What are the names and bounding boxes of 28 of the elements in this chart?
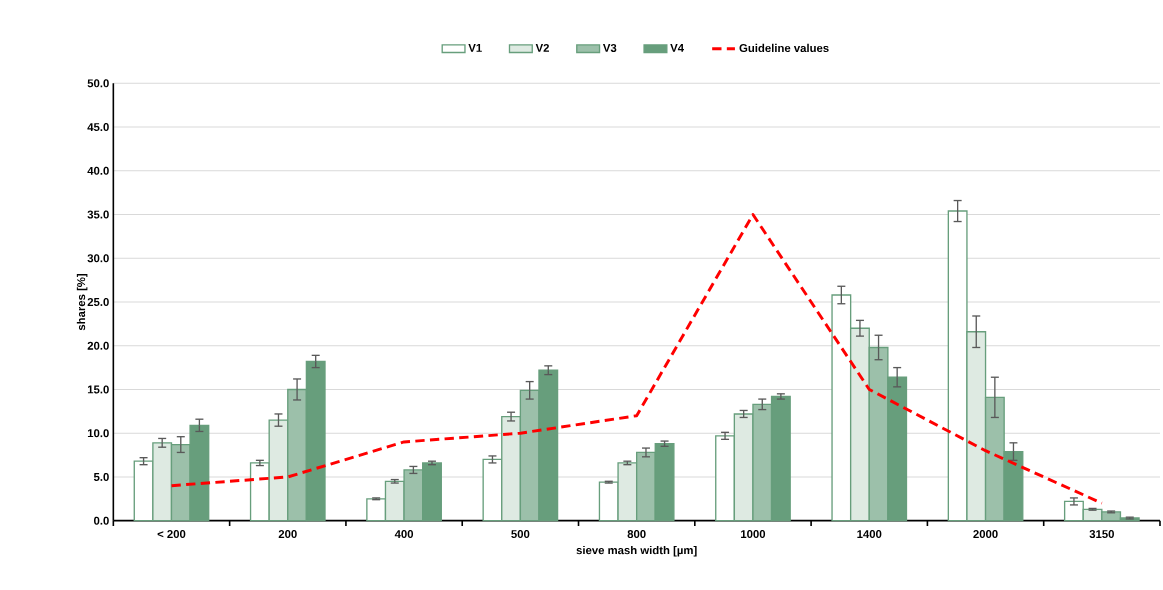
legend-label: V4	[670, 43, 684, 52]
x-tick-label: 500	[511, 530, 530, 539]
y-tick-label: 50.0	[87, 79, 109, 88]
y-tick-label: 30.0	[87, 254, 109, 263]
x-axis-title: sieve mash width [µm]	[576, 545, 697, 557]
x-tick-label: 1400	[857, 530, 882, 539]
y-tick-label: 10.0	[87, 429, 109, 438]
y-tick-label: 45.0	[87, 123, 109, 132]
y-tick-label: 25.0	[87, 298, 109, 307]
x-tick-label: 200	[278, 530, 297, 539]
y-tick-label: 40.0	[87, 166, 109, 175]
legend-label: V3	[602, 43, 617, 52]
x-tick-label: 2000	[973, 530, 998, 539]
y-tick-label: 15.0	[87, 385, 109, 394]
y-tick-label: 0.0	[93, 516, 109, 525]
x-tick-label: 400	[394, 530, 414, 539]
legend-label: V2	[535, 43, 549, 52]
y-axis-title: shares [%]	[76, 274, 88, 331]
x-tick-label: 3150	[1089, 530, 1114, 539]
y-tick-label: 35.0	[87, 210, 109, 219]
legend-label: V1	[468, 43, 482, 52]
y-tick-label: 5.0	[93, 472, 109, 481]
y-tick-label: 20.0	[87, 341, 109, 350]
x-tick-label: < 200	[157, 530, 186, 539]
legend-label: Guideline values	[739, 43, 829, 53]
x-tick-label: 1000	[741, 530, 766, 539]
line-series	[170, 213, 1104, 505]
x-tick-label: 800	[627, 530, 646, 539]
